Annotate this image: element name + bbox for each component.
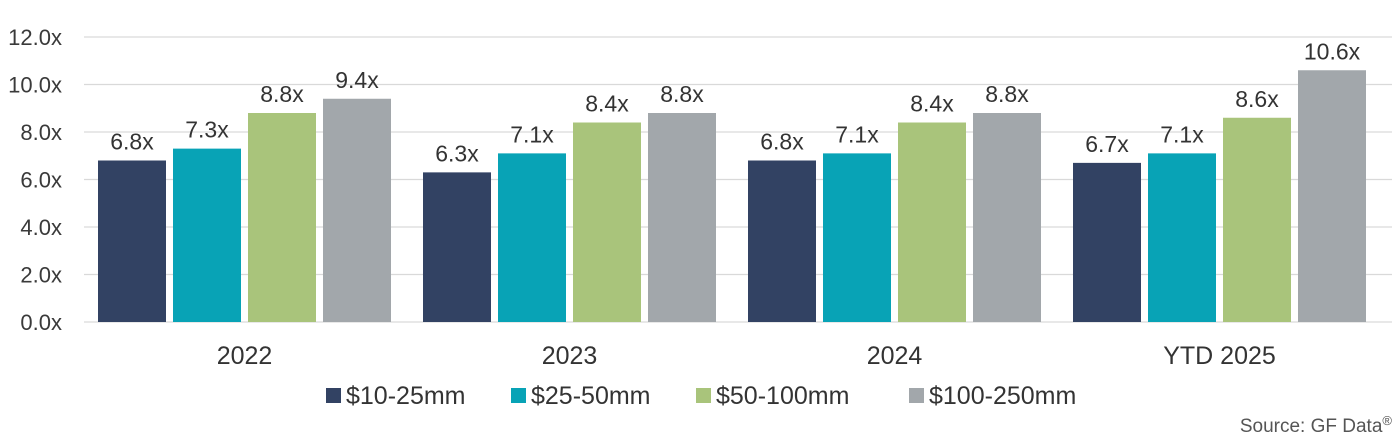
legend: $10-25mm $25-50mm $50-100mm $100-250mm (326, 382, 1076, 410)
bar (248, 113, 316, 322)
y-tick-label: 4.0x (20, 215, 62, 240)
y-tick-label: 0.0x (20, 310, 62, 335)
bar (573, 122, 641, 322)
data-label: 9.4x (335, 67, 379, 93)
bar (1298, 70, 1366, 322)
x-category-label: YTD 2025 (1163, 342, 1276, 370)
legend-label: $100-250mm (929, 382, 1076, 410)
bar (973, 113, 1041, 322)
legend-label: $25-50mm (531, 382, 651, 410)
bar (173, 148, 241, 322)
y-tick-label: 12.0x (8, 25, 62, 50)
data-label: 7.1x (1160, 121, 1204, 147)
bar (898, 122, 966, 322)
data-label: 8.6x (1235, 86, 1279, 112)
data-label: 6.3x (435, 140, 479, 166)
bar (98, 160, 166, 322)
bar (1073, 162, 1141, 322)
data-label: 6.8x (760, 129, 804, 155)
x-category-label: 2023 (542, 342, 598, 370)
x-axis-category-labels: 2022 2023 2024 YTD 2025 (217, 342, 1276, 370)
y-axis-tick-labels: 0.0x 2.0x 4.0x 6.0x 8.0x 10.0x 12.0x (8, 25, 62, 335)
bar (748, 160, 816, 322)
bar (323, 98, 391, 322)
legend-item: $25-50mm (511, 382, 651, 410)
data-label: 8.8x (260, 81, 304, 107)
legend-swatch (696, 388, 711, 403)
bar (423, 172, 491, 322)
y-tick-label: 6.0x (20, 168, 62, 193)
legend-swatch (511, 388, 526, 403)
y-tick-label: 2.0x (20, 263, 62, 288)
data-label: 7.1x (835, 121, 879, 147)
legend-item: $100-250mm (909, 382, 1076, 410)
bar (648, 113, 716, 322)
legend-label: $10-25mm (346, 382, 466, 410)
data-label: 6.8x (110, 129, 154, 155)
data-label: 10.6x (1304, 38, 1361, 64)
bar (1148, 153, 1216, 322)
data-label: 7.1x (510, 121, 554, 147)
bar (823, 153, 891, 322)
data-label: 8.8x (985, 81, 1029, 107)
bar (498, 153, 566, 322)
data-label: 6.7x (1085, 131, 1129, 157)
legend-swatch (326, 388, 341, 403)
legend-item: $50-100mm (696, 382, 849, 410)
data-label: 8.8x (660, 81, 704, 107)
x-category-label: 2024 (867, 342, 923, 370)
legend-label: $50-100mm (716, 382, 849, 410)
bar (1223, 117, 1291, 322)
legend-item: $10-25mm (326, 382, 466, 410)
legend-swatch (909, 388, 924, 403)
bars (98, 70, 1366, 322)
x-category-label: 2022 (217, 342, 273, 370)
data-label: 8.4x (585, 91, 629, 117)
y-tick-label: 8.0x (20, 120, 62, 145)
data-label: 8.4x (910, 91, 954, 117)
data-label: 7.3x (185, 117, 229, 143)
source-note: Source: GF Data® (1240, 413, 1393, 437)
y-tick-label: 10.0x (8, 73, 62, 98)
data-labels: 6.8x 7.3x 8.8x 9.4x 6.3x 7.1x 8.4x 8.8x 6.8x 7.1x… (110, 38, 1360, 166)
